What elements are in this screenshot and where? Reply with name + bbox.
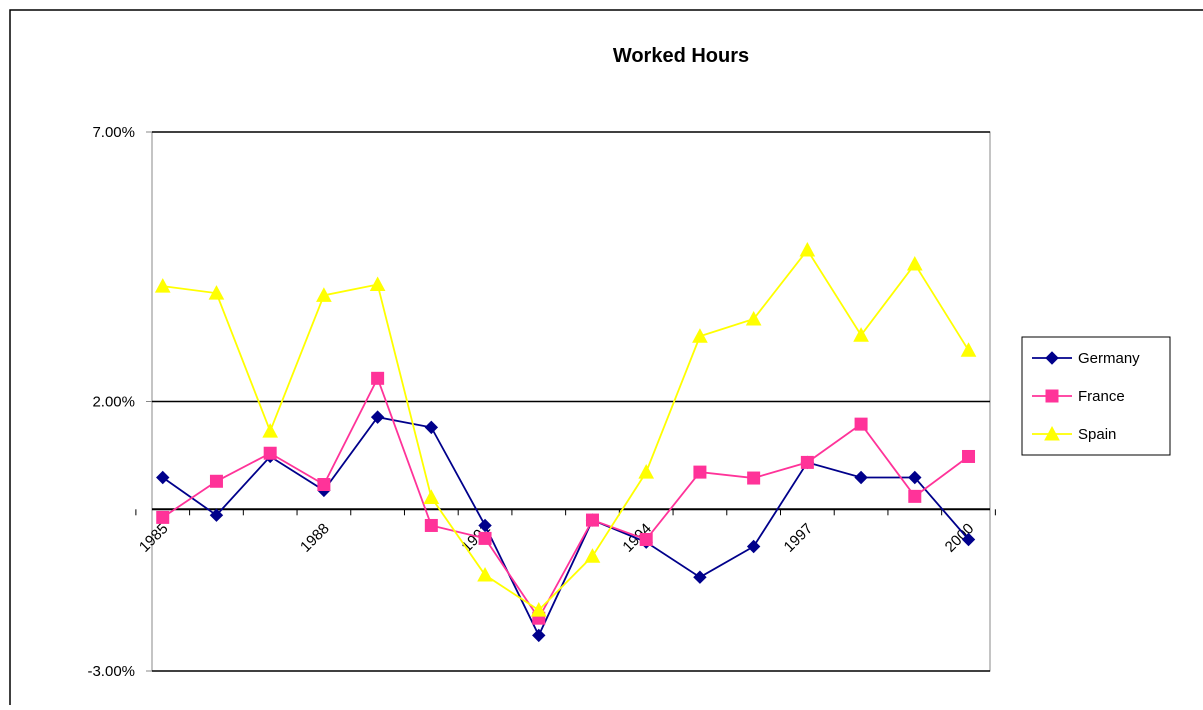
legend-label: Spain: [1078, 426, 1116, 443]
y-tick-label: 2.00%: [92, 394, 135, 411]
data-point: [156, 510, 170, 524]
data-point: [532, 628, 546, 643]
data-point: [262, 423, 279, 438]
data-point: [854, 470, 868, 485]
data-point: [424, 420, 439, 435]
data-point: [371, 371, 385, 385]
data-point: [585, 513, 599, 527]
legend-marker: [1044, 425, 1060, 441]
series-line: [162, 248, 970, 612]
data-point: [424, 518, 438, 532]
data-point: [854, 417, 868, 431]
data-point: [209, 508, 224, 522]
data-point: [263, 446, 277, 460]
legend-marker: [1045, 351, 1059, 365]
data-point: [154, 278, 171, 293]
data-point: [908, 489, 922, 503]
data-point: [209, 474, 223, 488]
y-tick-label: 7.00%: [92, 124, 135, 141]
chart-title: Worked Hours: [613, 45, 749, 67]
data-point: [853, 327, 869, 342]
data-point: [961, 532, 976, 547]
data-point: [423, 489, 440, 504]
data-point: [317, 478, 331, 492]
y-tick-label: -3.00%: [87, 663, 135, 680]
data-point: [208, 285, 225, 300]
data-point: [745, 310, 762, 326]
legend-label: Germany: [1078, 350, 1140, 367]
data-point: [800, 455, 814, 469]
data-point: [747, 471, 761, 485]
data-point: [906, 256, 923, 271]
data-point: [746, 539, 761, 554]
data-point: [316, 287, 332, 302]
data-point: [908, 470, 922, 485]
data-point: [962, 449, 976, 463]
data-point: [960, 342, 977, 357]
data-point: [477, 567, 493, 582]
data-point: [370, 410, 385, 424]
data-point: [369, 276, 386, 292]
data-point: [478, 518, 492, 533]
data-point: [639, 532, 653, 546]
data-point: [584, 548, 601, 563]
series-line: [162, 416, 970, 638]
legend-label: France: [1078, 388, 1125, 405]
legend-marker: [1045, 389, 1059, 403]
data-point: [530, 602, 547, 617]
data-point: [692, 328, 708, 343]
data-point: [478, 531, 492, 545]
data-point: [693, 570, 707, 584]
series-line: [162, 376, 970, 620]
data-point: [693, 465, 707, 479]
data-point: [638, 464, 655, 479]
data-point: [156, 470, 170, 485]
data-point: [799, 241, 816, 257]
